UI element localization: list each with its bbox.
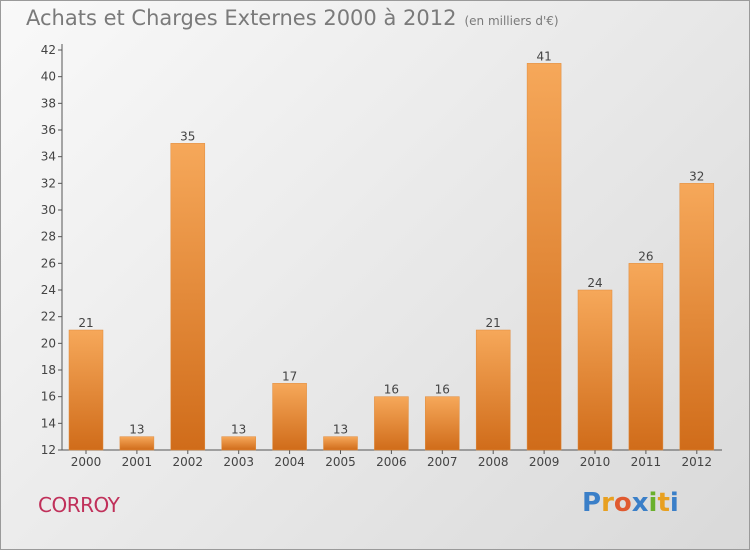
bar: [628, 263, 664, 451]
bar: [679, 183, 715, 451]
x-tick-label: 2011: [631, 455, 662, 469]
bar-value-label: 35: [180, 129, 195, 143]
bar-value-label: 16: [384, 383, 399, 397]
x-tick-label: 2003: [223, 455, 254, 469]
bar-value-label: 41: [536, 49, 551, 63]
y-tick-label: 14: [41, 416, 56, 430]
proxiti-logo-letter: r: [601, 488, 614, 518]
bars: 21 13 35 13 17 13 16 16 21 41 24 26 32: [68, 49, 715, 451]
x-tick-label: 2009: [529, 455, 560, 469]
y-tick-label: 42: [41, 43, 56, 57]
y-tick-label: 36: [41, 123, 56, 137]
y-tick-label: 16: [41, 390, 56, 404]
chart-subtitle: (en milliers d'€): [464, 14, 559, 28]
bar-value-label: 32: [689, 169, 704, 183]
bar-value-label: 24: [587, 276, 602, 290]
bar: [425, 396, 460, 451]
y-tick-label: 18: [41, 363, 56, 377]
y-tick-label: 26: [41, 256, 56, 270]
bar: [323, 436, 358, 451]
bar-value-label: 26: [638, 249, 653, 263]
x-tick-label: 2004: [274, 455, 305, 469]
bar-value-label: 16: [435, 383, 450, 397]
x-tick-label: 2006: [376, 455, 407, 469]
proxiti-logo-letter: i: [669, 488, 679, 518]
y-tick-label: 22: [41, 310, 56, 324]
y-tick-label: 38: [41, 96, 56, 110]
bar-value-label: 13: [231, 423, 246, 437]
x-tick-label: 2002: [173, 455, 204, 469]
x-axis: 2000 2001 2002 2003 2004 2005 2006 2007 2008 2009…: [62, 449, 722, 469]
bar-value-label: 13: [129, 423, 144, 437]
x-tick-label: 2000: [71, 455, 102, 469]
proxiti-logo-letter: x: [631, 488, 649, 518]
bar: [577, 289, 613, 451]
bar: [475, 329, 511, 451]
x-tick-label: 2007: [427, 455, 458, 469]
y-tick-label: 12: [41, 443, 56, 457]
y-tick-label: 24: [41, 283, 56, 297]
chart-title-text: Achats et Charges Externes 2000 à 2012: [26, 6, 457, 30]
bar: [119, 436, 155, 451]
proxiti-logo-letter: o: [613, 488, 632, 518]
bar-value-label: 21: [486, 316, 501, 330]
y-tick-label: 34: [41, 150, 56, 164]
bar: [374, 396, 409, 451]
y-tick-label: 30: [41, 203, 56, 217]
x-tick-label: 2005: [325, 455, 356, 469]
bar-value-label: 21: [78, 316, 93, 330]
x-tick-label: 2008: [478, 455, 509, 469]
y-tick-label: 40: [41, 70, 56, 84]
x-tick-label: 2012: [682, 455, 713, 469]
bar: [272, 383, 307, 451]
bar: [68, 329, 104, 451]
commune-name: CORROY: [38, 493, 120, 517]
bar: [526, 63, 562, 451]
y-tick-label: 20: [41, 336, 56, 350]
proxiti-logo-letter: i: [648, 488, 658, 518]
x-tick-label: 2010: [580, 455, 611, 469]
bar: [221, 436, 256, 451]
proxiti-logo-letter: P: [582, 488, 602, 518]
bar: [170, 143, 206, 451]
y-tick-label: 32: [41, 176, 56, 190]
proxiti-logo-letter: t: [657, 488, 670, 518]
y-axis: 12 14 16 18 20 22 24 26 28 30 32 34 36 38 40 42: [41, 43, 63, 457]
x-tick-label: 2001: [122, 455, 153, 469]
bar-value-label: 17: [282, 369, 297, 383]
proxiti-logo: Proxiti: [582, 488, 679, 518]
chart-title: Achats et Charges Externes 2000 à 2012 (e…: [26, 6, 559, 30]
y-tick-label: 28: [41, 230, 56, 244]
bar-value-label: 13: [333, 423, 348, 437]
